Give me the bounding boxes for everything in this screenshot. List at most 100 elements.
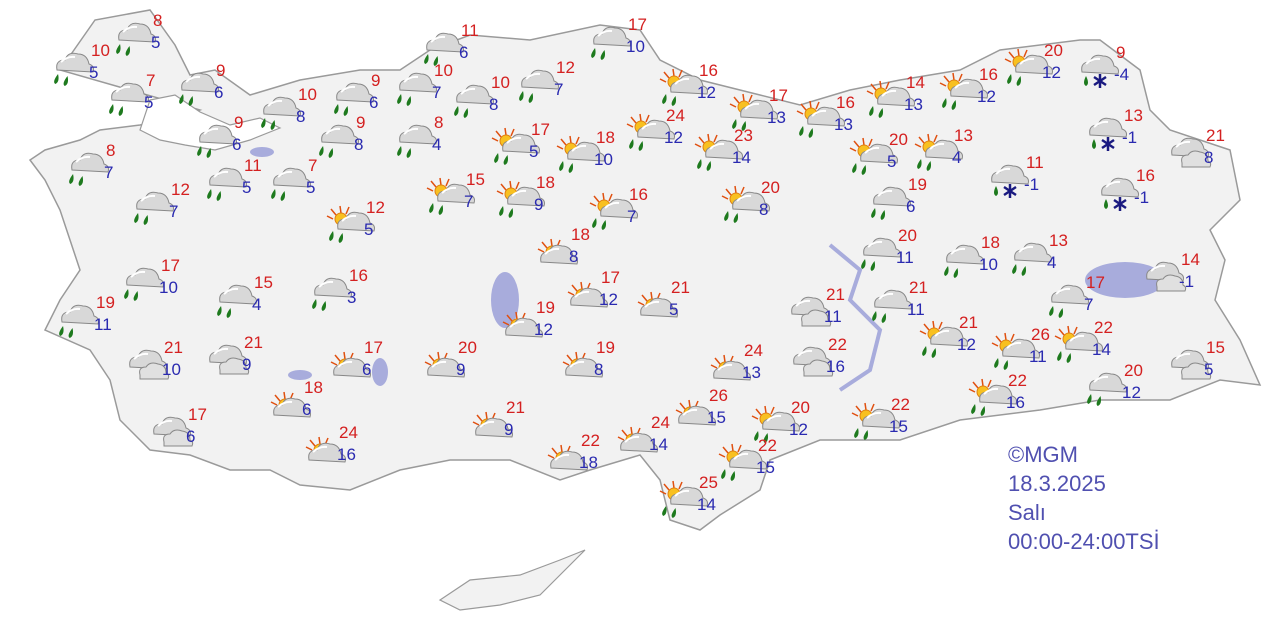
max-temp: 9 — [356, 113, 366, 132]
station: 26 15 — [675, 387, 728, 427]
min-temp: 9 — [504, 420, 514, 439]
max-temp: 20 — [898, 226, 917, 245]
station: 20 12 — [1004, 42, 1063, 86]
station: 13 4 — [914, 127, 973, 171]
station: 22 16 — [968, 372, 1027, 416]
sun-rain-icon — [751, 405, 800, 443]
sun-rain-icon — [914, 133, 963, 171]
station: 16 12 — [659, 62, 718, 106]
rain-icon — [124, 267, 164, 301]
station: 15 5 — [1171, 339, 1225, 380]
rain-icon — [271, 167, 311, 201]
rain-icon — [319, 124, 359, 158]
min-temp: 5 — [1204, 360, 1214, 379]
station: 19 8 — [562, 339, 615, 379]
max-temp: 17 — [531, 120, 550, 139]
max-temp: 20 — [1044, 41, 1063, 60]
station: 20 9 — [424, 339, 477, 379]
min-temp: 3 — [347, 288, 357, 307]
sun-rain-icon — [326, 205, 375, 243]
rain-icon — [397, 72, 437, 106]
station: 21 5 — [637, 279, 690, 319]
sun-rain-icon — [851, 402, 900, 440]
max-temp: 10 — [298, 85, 317, 104]
max-temp: 14 — [1181, 250, 1200, 269]
max-temp: 22 — [891, 395, 910, 414]
sun-rain-icon — [659, 480, 708, 518]
max-temp: 26 — [709, 386, 728, 405]
station: 19 12 — [502, 299, 555, 339]
forecast-period: 00:00-24:00TSİ — [1008, 529, 1160, 554]
max-temp: 16 — [629, 185, 648, 204]
station: 16 -1 — [1101, 167, 1155, 211]
sun-rain-icon — [694, 133, 743, 171]
rain-snow-icon — [1101, 177, 1139, 211]
sun-rain-icon — [939, 72, 988, 110]
min-temp: 6 — [214, 83, 224, 102]
min-temp: 7 — [554, 80, 564, 99]
station: 21 10 — [129, 339, 183, 380]
max-temp: 22 — [1094, 318, 1113, 337]
max-temp: 21 — [671, 278, 690, 297]
station: 16 12 — [939, 66, 998, 110]
partly-cloudy-icon — [547, 444, 588, 471]
rain-icon — [1087, 372, 1127, 406]
rain-icon — [69, 152, 109, 186]
station: 15 7 — [426, 171, 485, 215]
station: 19 11 — [59, 294, 115, 338]
max-temp: 17 — [1086, 273, 1105, 292]
partly-cloudy-icon — [617, 426, 658, 453]
rain-icon — [59, 304, 99, 338]
min-temp: 12 — [534, 320, 553, 339]
min-temp: 7 — [432, 83, 442, 102]
max-temp: 18 — [981, 233, 1000, 252]
min-temp: 8 — [489, 95, 499, 114]
rain-icon — [312, 277, 352, 311]
max-temp: 12 — [556, 58, 575, 77]
station: 21 9 — [209, 334, 263, 375]
min-temp: 10 — [594, 150, 613, 169]
cyprus — [438, 549, 586, 611]
min-temp: 18 — [579, 453, 598, 472]
cloudy-icon — [153, 416, 194, 447]
cloudy-icon — [791, 296, 832, 327]
station: 12 7 — [134, 181, 190, 225]
min-temp: 16 — [826, 357, 845, 376]
max-temp: 9 — [234, 113, 244, 132]
station: 14 -1 — [1146, 251, 1200, 292]
forecast-date: 18.3.2025 — [1008, 471, 1106, 496]
max-temp: 24 — [339, 423, 358, 442]
rain-icon — [871, 186, 911, 220]
max-temp: 11 — [461, 21, 479, 40]
min-temp: -4 — [1114, 65, 1130, 84]
partly-cloudy-icon — [537, 238, 578, 265]
max-temp: 19 — [96, 293, 115, 312]
min-temp: 10 — [626, 37, 645, 56]
rain-snow-icon — [1089, 117, 1127, 151]
max-temp: 15 — [466, 170, 485, 189]
min-temp: 12 — [664, 128, 683, 147]
min-temp: 7 — [104, 163, 114, 182]
min-temp: 4 — [252, 295, 262, 314]
station: 20 12 — [1087, 362, 1143, 406]
sun-rain-icon — [659, 68, 708, 106]
rain-icon — [1049, 284, 1089, 318]
rain-icon — [116, 22, 156, 56]
lake-beysehir — [372, 358, 388, 386]
max-temp: 17 — [364, 338, 383, 357]
station: 24 13 — [710, 342, 763, 382]
min-temp: 14 — [649, 435, 668, 454]
min-temp: 8 — [759, 200, 769, 219]
cloudy-icon — [1146, 261, 1187, 292]
max-temp: 7 — [146, 71, 156, 90]
max-temp: 11 — [244, 156, 262, 175]
station: 21 12 — [919, 314, 978, 358]
min-temp: 9 — [534, 195, 544, 214]
station: 20 8 — [721, 179, 780, 223]
rain-icon — [334, 82, 374, 116]
max-temp: 10 — [91, 41, 110, 60]
station: 10 8 — [454, 74, 510, 118]
station: 11 6 — [424, 22, 479, 66]
